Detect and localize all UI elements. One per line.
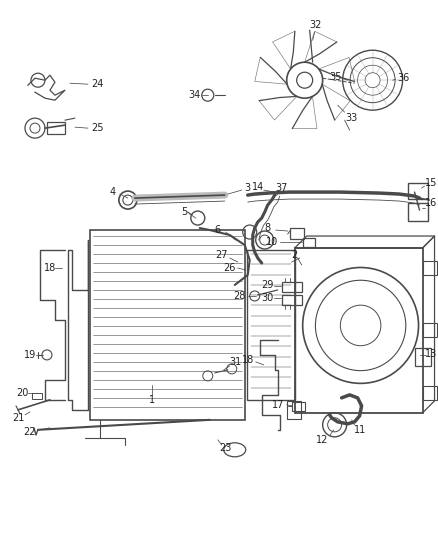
Text: 32: 32 — [310, 20, 322, 30]
Text: 1: 1 — [149, 395, 155, 405]
Text: 2: 2 — [292, 250, 298, 260]
Bar — [295, 248, 423, 413]
Text: 30: 30 — [261, 293, 274, 303]
Text: 33: 33 — [346, 113, 358, 123]
Text: 16: 16 — [425, 198, 438, 208]
Text: 27: 27 — [215, 250, 228, 260]
Bar — [423, 386, 437, 400]
Text: 3: 3 — [245, 183, 251, 193]
Text: 25: 25 — [92, 123, 104, 133]
Bar — [282, 282, 302, 292]
Text: 24: 24 — [92, 79, 104, 89]
Text: 15: 15 — [425, 178, 438, 188]
Text: 37: 37 — [276, 183, 288, 193]
Text: 18: 18 — [44, 263, 56, 273]
Bar — [282, 295, 302, 305]
Bar — [303, 238, 314, 247]
Text: 5: 5 — [182, 207, 188, 217]
Text: 34: 34 — [189, 90, 201, 100]
Text: 23: 23 — [219, 443, 232, 453]
Bar — [423, 323, 437, 337]
Bar — [47, 122, 65, 134]
Text: 8: 8 — [265, 223, 271, 233]
Bar — [414, 348, 431, 366]
Bar — [292, 402, 305, 411]
Text: 19: 19 — [24, 350, 36, 360]
Bar — [423, 261, 437, 275]
Text: 13: 13 — [425, 349, 438, 359]
Text: 18: 18 — [242, 355, 254, 365]
Bar — [287, 401, 300, 419]
Text: 20: 20 — [16, 388, 28, 398]
Text: 10: 10 — [265, 237, 278, 247]
Text: 6: 6 — [215, 225, 221, 235]
Text: 12: 12 — [315, 435, 328, 445]
Bar — [290, 228, 304, 239]
Bar — [408, 183, 427, 199]
Text: 17: 17 — [272, 400, 284, 410]
Text: 28: 28 — [233, 291, 246, 301]
Text: 35: 35 — [329, 72, 342, 82]
Bar — [90, 230, 245, 420]
Text: 26: 26 — [223, 263, 236, 273]
Text: 21: 21 — [12, 413, 24, 423]
Bar — [247, 250, 295, 400]
Text: 31: 31 — [230, 357, 242, 367]
Text: 11: 11 — [353, 425, 366, 435]
Text: 29: 29 — [261, 280, 274, 290]
Text: 4: 4 — [110, 187, 116, 197]
Text: 22: 22 — [24, 427, 36, 437]
Text: 14: 14 — [251, 182, 264, 192]
Bar — [32, 393, 42, 399]
Text: 36: 36 — [397, 73, 410, 83]
Bar — [408, 203, 427, 221]
